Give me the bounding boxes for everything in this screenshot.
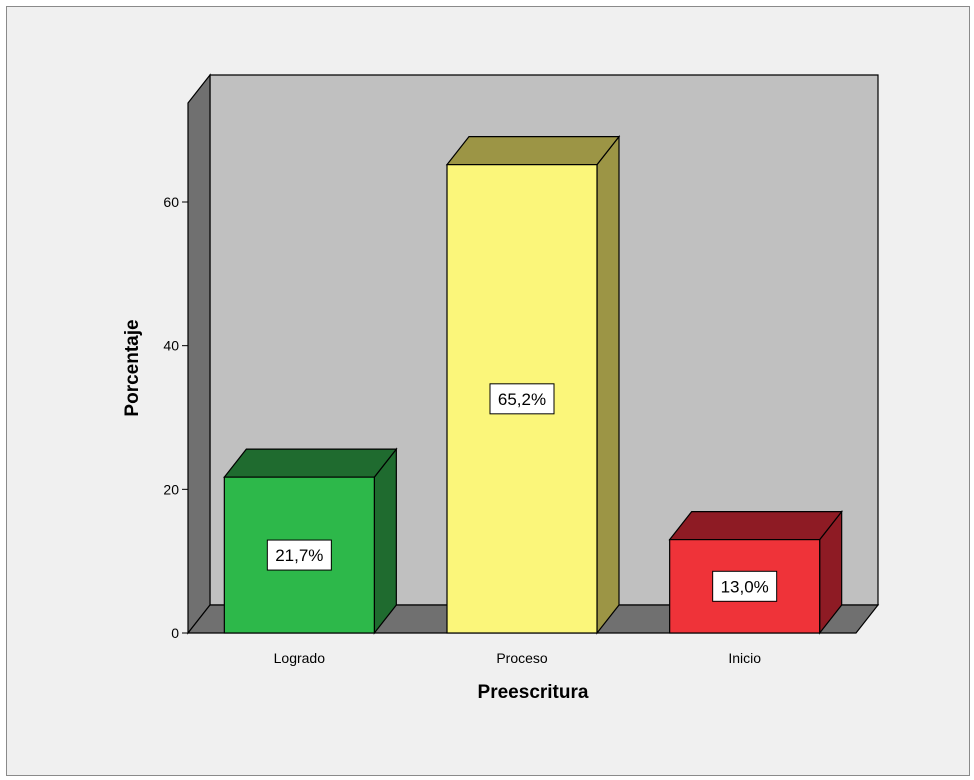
y-tick-label: 0 <box>171 625 179 641</box>
y-tick-label: 60 <box>163 194 179 210</box>
bar: 21,7% <box>223 447 398 635</box>
bar-top <box>223 448 398 478</box>
y-tick-label: 40 <box>163 338 179 354</box>
data-label-box <box>489 383 555 415</box>
x-tick-label: Proceso <box>496 650 548 666</box>
bar: 13,0% <box>668 509 843 635</box>
bar: 65,2% <box>445 134 621 635</box>
y-axis: 0 20 40 60 <box>163 194 188 641</box>
x-axis: Logrado Proceso Inicio <box>274 650 762 666</box>
side-wall <box>187 73 211 635</box>
x-axis-title: Preescritura <box>478 682 589 703</box>
data-label: 65,2% <box>498 390 546 409</box>
data-label-box <box>266 539 332 571</box>
data-label-box <box>712 570 778 602</box>
bar-side <box>373 447 397 635</box>
data-label: 13,0% <box>721 577 769 596</box>
y-tick-label: 20 <box>163 481 179 497</box>
bar-side <box>596 134 620 635</box>
bar-top <box>445 136 621 166</box>
x-tick-label: Inicio <box>728 650 761 666</box>
data-label: 21,7% <box>275 546 323 565</box>
y-axis-title: Porcentaje <box>122 319 143 416</box>
bar-top <box>668 511 843 541</box>
bars: 21,7% 65,2% 13,0% <box>223 134 843 635</box>
x-tick-label: Logrado <box>274 650 326 666</box>
